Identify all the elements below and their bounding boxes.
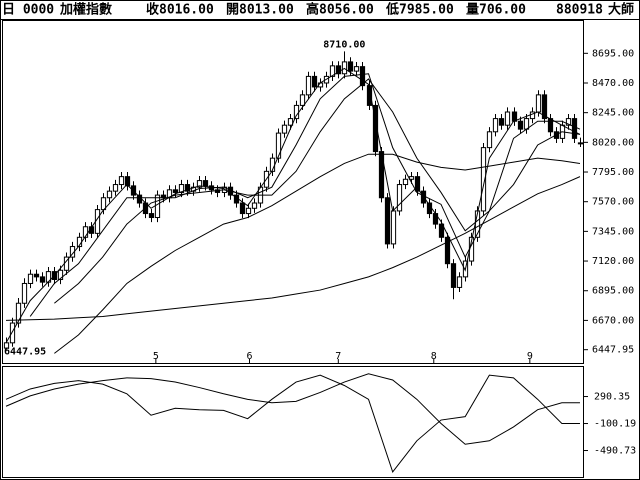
label: 大師	[608, 2, 634, 18]
candle-body	[245, 207, 252, 215]
moving-average	[6, 176, 581, 321]
oscillator-line	[5, 373, 580, 445]
candle-body	[347, 61, 354, 72]
candle-body	[57, 269, 64, 281]
name: 加權指數	[59, 2, 112, 18]
open: 開8013.00	[226, 3, 294, 18]
candle-body	[438, 223, 445, 238]
date: 880918	[556, 3, 603, 18]
candle-body	[82, 226, 89, 238]
y-tick-label: 8020.00	[592, 137, 634, 148]
annotation: 8710.00	[323, 39, 365, 50]
candle-body	[353, 66, 360, 72]
candle-body	[571, 118, 578, 139]
candle-body	[305, 75, 312, 96]
candle-body	[202, 180, 209, 187]
candle-body	[384, 197, 391, 245]
x-tick-label: 7	[335, 351, 341, 362]
candle-body	[251, 202, 258, 209]
candle-body	[456, 276, 463, 288]
candle-body	[341, 61, 348, 75]
candle-body	[396, 184, 403, 212]
candle-body	[444, 236, 451, 265]
candle-body	[311, 75, 318, 88]
main-panel	[2, 20, 584, 364]
candle-body	[486, 131, 493, 149]
candle-body	[329, 65, 336, 77]
candle-body	[517, 120, 524, 130]
candle-body	[390, 210, 397, 245]
candle-body	[15, 302, 22, 324]
candle-body	[492, 118, 499, 133]
candle-body	[541, 94, 548, 120]
moving-average	[54, 153, 581, 354]
y-tick-label: 7570.00	[592, 197, 634, 208]
moving-average	[54, 78, 581, 304]
candle-body	[178, 184, 185, 193]
candle-body	[480, 147, 487, 212]
y-tick-label: 6670.00	[592, 315, 634, 326]
y-tick-label: -490.73	[594, 446, 636, 457]
candle-body	[366, 85, 373, 106]
candle-body	[535, 94, 542, 113]
y-tick-label: 8695.00	[592, 48, 634, 59]
candle-body	[106, 190, 113, 199]
candle-body	[335, 65, 342, 75]
candle-body	[112, 184, 119, 192]
candle-body	[239, 202, 246, 215]
candle-body	[498, 118, 505, 126]
y-tick-label: 290.35	[594, 392, 630, 403]
y-tick-label: 7795.00	[592, 167, 634, 178]
code: 日 0000	[2, 3, 54, 18]
y-tick-label: 8245.00	[592, 108, 634, 119]
candle-body	[281, 124, 288, 134]
candle-body	[184, 184, 191, 192]
moving-average	[29, 73, 581, 317]
candle-body	[9, 322, 16, 344]
candle-body	[577, 142, 584, 145]
candle-body	[299, 94, 306, 106]
low: 低7985.00	[385, 2, 454, 18]
candle-body	[450, 263, 457, 288]
y-tick-label: 7120.00	[592, 256, 634, 267]
y-tick-label: 6895.00	[592, 286, 634, 297]
x-tick-label: 9	[527, 351, 533, 362]
candle-body	[154, 194, 161, 219]
x-tick-label: 6	[246, 351, 252, 362]
lower-panel	[2, 366, 584, 478]
candle-body	[39, 276, 46, 283]
candle-body	[372, 104, 379, 153]
oscillator-line	[5, 374, 580, 473]
x-tick-label: 5	[153, 351, 159, 362]
close: 收8016.00	[146, 2, 214, 18]
y-tick-label: 8470.00	[592, 78, 634, 89]
candle-body	[414, 176, 421, 192]
candle-body	[27, 273, 34, 284]
candle-body	[293, 104, 300, 120]
candle-body	[359, 66, 366, 87]
annotation: 6447.95	[4, 347, 46, 358]
candle-body	[275, 132, 282, 159]
y-tick-label: -100.19	[594, 419, 636, 430]
candle-body	[547, 118, 554, 133]
candle-body	[402, 178, 409, 186]
y-tick-label: 6447.95	[592, 345, 634, 356]
candle-body	[565, 118, 572, 126]
moving-average	[5, 67, 581, 344]
candle-body	[21, 282, 28, 304]
x-tick-label: 8	[431, 351, 437, 362]
candle-body	[172, 189, 179, 193]
y-tick-label: 7345.00	[592, 226, 634, 237]
volume: 量706.00	[466, 3, 526, 18]
high: 高8056.00	[306, 2, 374, 18]
candle-body	[33, 273, 40, 278]
candle-body	[196, 180, 203, 188]
candle-body	[148, 213, 155, 219]
candle-body	[504, 111, 511, 126]
candle-body	[118, 176, 125, 186]
candle-body	[287, 118, 294, 126]
